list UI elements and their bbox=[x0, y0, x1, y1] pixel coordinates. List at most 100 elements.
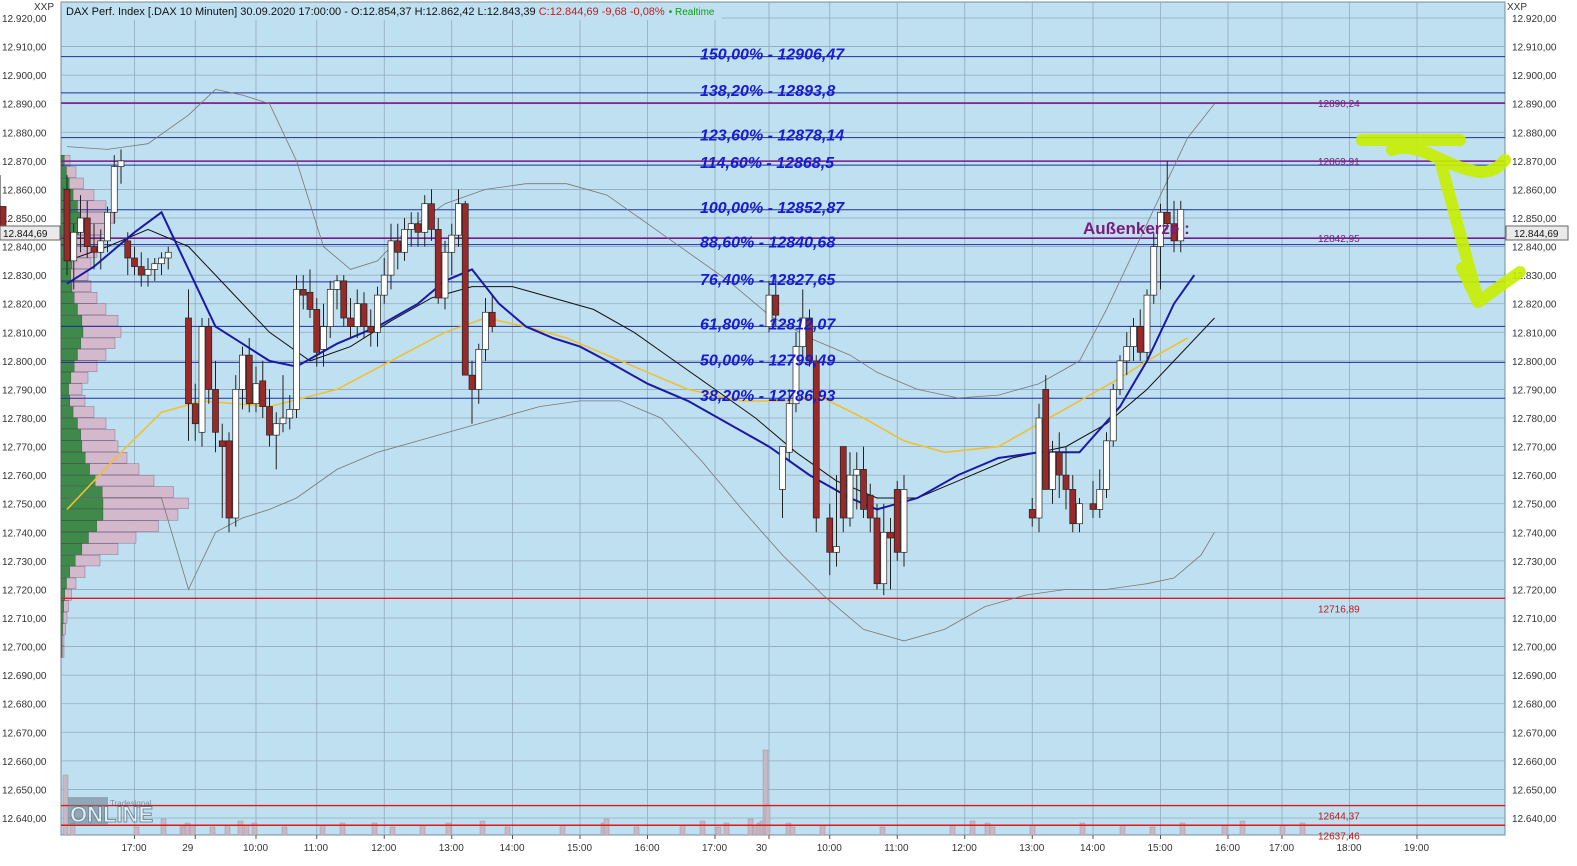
candle-body bbox=[434, 229, 442, 299]
volume-profile-bar-green bbox=[60, 612, 64, 624]
candle bbox=[1123, 332, 1131, 376]
volume-profile-bar-green bbox=[60, 577, 67, 589]
x-tick-label: 17:00 bbox=[1269, 843, 1294, 854]
candle bbox=[272, 412, 280, 470]
candle-body bbox=[218, 440, 226, 447]
x-tick-label: 15:00 bbox=[567, 843, 592, 854]
y-tick-label-left: 12.800,00 bbox=[2, 357, 47, 368]
candle bbox=[1076, 498, 1083, 533]
candle bbox=[293, 275, 300, 418]
volume-profile-bar-green bbox=[60, 337, 81, 349]
candle-body bbox=[110, 166, 118, 213]
y-tick-label-right: 12.900,00 bbox=[1512, 71, 1557, 82]
volume-profile-bar-green bbox=[60, 554, 76, 567]
candle-body bbox=[104, 211, 111, 242]
candle bbox=[90, 223, 98, 270]
candle-body bbox=[70, 231, 78, 262]
candle bbox=[900, 475, 908, 567]
candle bbox=[1042, 375, 1050, 490]
candle bbox=[117, 149, 125, 184]
candle-body bbox=[279, 417, 287, 425]
volume-bar bbox=[747, 818, 754, 836]
volume-bar bbox=[559, 824, 566, 836]
volume-profile-bar-green bbox=[60, 303, 78, 315]
candle bbox=[779, 446, 786, 518]
candle-body bbox=[360, 303, 368, 327]
candle-body bbox=[205, 326, 213, 390]
volume-bar bbox=[339, 822, 346, 836]
volume-profile-bar-green bbox=[60, 326, 84, 338]
candle-body bbox=[83, 217, 91, 247]
volume-profile-bar-green bbox=[60, 623, 63, 635]
candle bbox=[1089, 480, 1097, 518]
candle bbox=[1109, 383, 1117, 447]
volume-profile-bar-green bbox=[60, 452, 86, 464]
x-tick-label: 15:00 bbox=[1148, 843, 1173, 854]
volume-bar bbox=[237, 820, 244, 836]
y-tick-label-left: 12.770,00 bbox=[2, 443, 47, 454]
volume-bar bbox=[160, 818, 167, 836]
candle bbox=[414, 212, 422, 247]
candle-body bbox=[839, 446, 847, 519]
volume-bar bbox=[879, 826, 886, 836]
candle bbox=[482, 298, 489, 361]
fib-label: 114,60% - 12868,5 bbox=[700, 155, 835, 172]
candle-body bbox=[1123, 346, 1131, 362]
candle bbox=[340, 275, 348, 327]
candle-body bbox=[1069, 489, 1077, 525]
candle bbox=[144, 258, 152, 287]
y-tick-label-left: 12.870,00 bbox=[2, 157, 47, 168]
y-tick-label-right: 12.690,00 bbox=[1512, 671, 1557, 682]
fib-label: 100,00% - 12852,87 bbox=[700, 200, 845, 217]
volume-bar bbox=[209, 826, 216, 836]
volume-bar bbox=[989, 826, 996, 836]
candle-body bbox=[1089, 503, 1097, 510]
volume-profile-bar-green bbox=[60, 383, 69, 395]
candle-body bbox=[421, 203, 429, 233]
candle-body bbox=[441, 251, 449, 299]
y-tick-label-right: 12.860,00 bbox=[1512, 185, 1557, 196]
candle-body bbox=[232, 389, 240, 519]
candle-body bbox=[1157, 211, 1164, 247]
candle-body bbox=[1109, 389, 1117, 442]
volume-bar bbox=[969, 820, 976, 836]
candle-body bbox=[63, 189, 71, 262]
candle-body bbox=[1028, 509, 1036, 519]
candle-body bbox=[900, 489, 908, 553]
y-tick-label-right: 12.880,00 bbox=[1512, 128, 1557, 139]
plot-area[interactable] bbox=[60, 1, 1506, 836]
price-tag-left-bg bbox=[0, 225, 61, 241]
fib-label: 88,60% - 12840,68 bbox=[700, 235, 835, 252]
candle bbox=[380, 258, 388, 304]
volume-profile bbox=[60, 154, 189, 658]
candle bbox=[279, 375, 287, 433]
candle-body bbox=[1035, 417, 1043, 519]
candle-body bbox=[225, 440, 233, 519]
candle bbox=[77, 195, 84, 253]
candle-body bbox=[245, 354, 253, 405]
y-tick-label-left: 12.890,00 bbox=[2, 100, 47, 111]
candle-body bbox=[77, 217, 84, 233]
candle bbox=[306, 269, 314, 318]
candle-body bbox=[1055, 451, 1063, 476]
candle-body bbox=[1096, 489, 1104, 510]
annotation-aussenkerze: Außenkerze : bbox=[1083, 219, 1190, 238]
candle-body bbox=[846, 474, 854, 519]
candle bbox=[401, 218, 408, 261]
candle bbox=[421, 195, 429, 247]
y-tick-label-right: 12.760,00 bbox=[1512, 471, 1557, 482]
volume-profile-bar-green bbox=[60, 543, 83, 555]
candle-body bbox=[293, 289, 300, 410]
candle-body bbox=[873, 517, 881, 585]
candle-body bbox=[191, 403, 199, 425]
candle bbox=[765, 280, 773, 333]
volume-bar bbox=[319, 824, 326, 836]
candle-body bbox=[306, 291, 314, 310]
candle-body bbox=[252, 383, 260, 405]
price-tag-right-text: 12.844,69 bbox=[1514, 229, 1559, 240]
candle-body bbox=[779, 446, 786, 490]
candle-body bbox=[455, 203, 462, 236]
y-tick-label-right: 12.770,00 bbox=[1512, 443, 1557, 454]
candle bbox=[313, 298, 321, 367]
